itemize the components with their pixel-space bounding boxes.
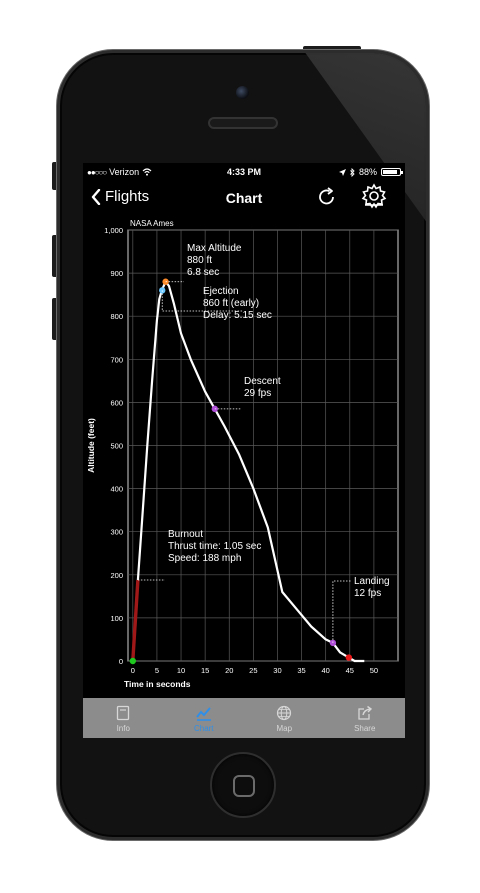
status-time: 4:33 PM <box>226 167 261 177</box>
annotation-ejection-text: Delay: 5.15 sec <box>203 310 272 321</box>
location-arrow-icon <box>338 168 346 176</box>
volume-down-button <box>52 298 58 340</box>
app-screen: ●●○○○ Verizon 4:33 PM 88% Flights Chart <box>83 163 405 738</box>
carrier-label: Verizon <box>109 167 140 177</box>
settings-gear-icon[interactable] <box>361 183 387 209</box>
home-button[interactable] <box>210 752 276 818</box>
tab-chart-label: Chart <box>193 724 214 733</box>
document-icon <box>117 705 130 721</box>
x-tick-label: 15 <box>201 666 209 675</box>
front-camera <box>236 86 249 99</box>
tab-map[interactable]: Map <box>244 698 325 738</box>
volume-up-button <box>52 235 58 277</box>
page-title: Chart <box>225 190 263 206</box>
home-square-icon <box>233 775 255 797</box>
back-button[interactable]: Flights <box>91 188 149 205</box>
altitude-line <box>131 280 365 663</box>
annotation-ejection-text: 860 ft (early) <box>203 298 259 309</box>
annotation-landing-text: 12 fps <box>354 588 381 599</box>
annotation-burnout-text: Burnout <box>168 529 203 540</box>
annotation-landing-text: Landing <box>354 576 390 587</box>
bluetooth-icon <box>350 167 355 177</box>
tab-chart[interactable]: Chart <box>164 698 245 738</box>
y-tick-label: 400 <box>110 485 123 494</box>
tab-info[interactable]: Info <box>83 698 164 738</box>
x-axis-label: Time in seconds <box>124 679 191 689</box>
tab-share[interactable]: Share <box>325 698 406 738</box>
tab-bar: Info Chart Map Share <box>83 698 405 738</box>
y-tick-label: 700 <box>110 355 123 364</box>
annotation-descent-text: 29 fps <box>244 388 271 399</box>
power-button <box>303 46 361 52</box>
y-tick-label: 500 <box>110 442 123 451</box>
annotation-ejection-text: Ejection <box>203 286 239 297</box>
share-icon <box>358 705 372 720</box>
thrust-line <box>131 579 140 662</box>
x-tick-label: 45 <box>346 666 354 675</box>
marker-landing <box>345 654 353 661</box>
signal-dots-icon: ●●○○○ <box>87 167 107 177</box>
navigation-bar: Flights Chart <box>83 181 405 215</box>
x-tick-label: 40 <box>322 666 330 675</box>
y-tick-label: 100 <box>110 614 123 623</box>
y-tick-label: 800 <box>110 312 123 321</box>
globe-icon <box>277 705 292 721</box>
mute-switch <box>52 162 58 190</box>
tab-share-label: Share <box>354 724 376 733</box>
earpiece-speaker <box>208 117 278 129</box>
chart-icon <box>195 707 211 721</box>
x-tick-label: 50 <box>370 666 378 675</box>
annotation-descent-text: Descent <box>244 376 281 387</box>
x-tick-label: 0 <box>131 666 135 675</box>
y-tick-label: 1,000 <box>104 226 123 235</box>
x-tick-label: 20 <box>225 666 233 675</box>
marker-launch <box>129 657 137 665</box>
y-axis-label: Altitude (feet) <box>86 418 96 473</box>
y-tick-label: 900 <box>110 269 123 278</box>
annotation-max-altitude-text: 6.8 sec <box>187 267 219 278</box>
chevron-left-icon <box>91 188 101 205</box>
annotation-burnout-text: Speed: 188 mph <box>168 553 241 564</box>
altitude-chart-svg: 0 100 200 300 400 500 600 700 800 900 1,000 0 5 10 15 2… <box>86 219 399 689</box>
x-tick-label: 5 <box>155 666 159 675</box>
battery-percent: 88% <box>358 167 377 177</box>
battery-icon <box>381 168 403 176</box>
annotation-max-altitude-text: Max Altitude <box>187 243 242 254</box>
y-tick-label: 600 <box>110 398 123 407</box>
back-button-label: Flights <box>105 188 150 205</box>
annotation-max-altitude-text: 880 ft <box>187 255 212 266</box>
refresh-icon[interactable] <box>316 186 338 208</box>
annotation-burnout-text: Thrust time: 1.05 sec <box>168 541 261 552</box>
y-tick-label: 0 <box>119 657 123 666</box>
battery-level-fill <box>383 170 398 174</box>
tab-map-label: Map <box>276 724 293 733</box>
x-tick-label: 25 <box>249 666 257 675</box>
annotation-leader <box>161 290 243 312</box>
tab-info-label: Info <box>116 724 130 733</box>
x-tick-label: 30 <box>273 666 281 675</box>
x-tick-label: 35 <box>297 666 305 675</box>
x-tick-label: 10 <box>177 666 185 675</box>
y-tick-label: 200 <box>110 571 123 580</box>
altitude-chart: 0 100 200 300 400 500 600 700 800 900 1,000 0 5 10 15 2… <box>83 215 405 695</box>
wifi-icon <box>142 168 152 176</box>
chart-title: NASA Ames <box>130 219 174 228</box>
status-bar: ●●○○○ Verizon 4:33 PM 88% <box>83 163 405 181</box>
y-tick-label: 300 <box>110 528 123 537</box>
